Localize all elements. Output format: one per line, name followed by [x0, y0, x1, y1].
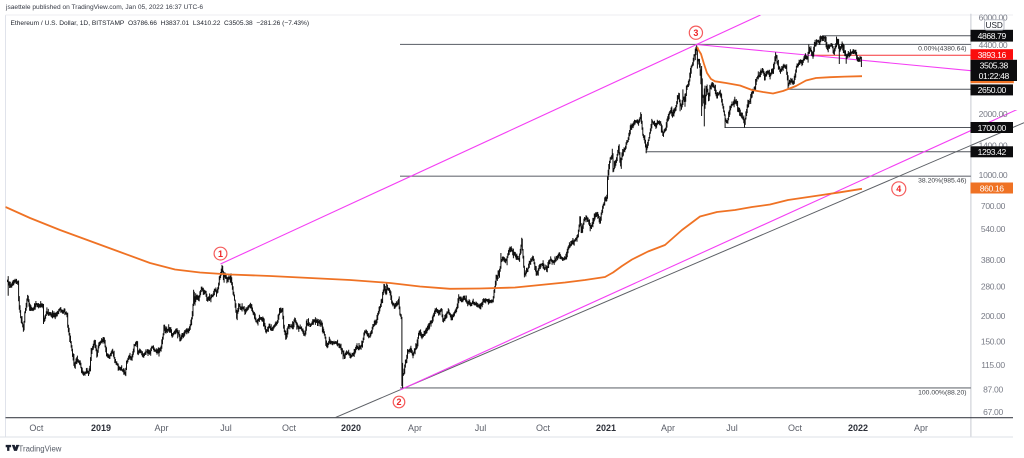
- svg-text:Oct: Oct: [282, 423, 297, 433]
- svg-text:2650.00: 2650.00: [978, 85, 1007, 95]
- svg-text:280.00: 280.00: [981, 282, 1006, 292]
- svg-text:4868.79: 4868.79: [978, 31, 1007, 41]
- svg-text:0.00%(4380.64): 0.00%(4380.64): [918, 46, 966, 53]
- svg-text:Oct: Oct: [29, 423, 44, 433]
- svg-text:Oct: Oct: [536, 423, 551, 433]
- svg-text:860.16: 860.16: [980, 183, 1005, 193]
- svg-text:USD: USD: [986, 21, 1003, 30]
- svg-text:1293.42: 1293.42: [978, 147, 1007, 157]
- svg-text:4400.00: 4400.00: [979, 40, 1008, 50]
- svg-text:Apr: Apr: [408, 423, 422, 433]
- svg-text:Jul: Jul: [475, 423, 487, 433]
- svg-text:2: 2: [396, 397, 401, 407]
- svg-text:100.00%(88.20): 100.00%(88.20): [918, 389, 966, 396]
- svg-text:6000.00: 6000.00: [979, 13, 1008, 23]
- svg-text:Apr: Apr: [914, 423, 928, 433]
- svg-text:67.00: 67.00: [983, 407, 1003, 417]
- svg-text:700.00: 700.00: [981, 201, 1006, 211]
- svg-text:1: 1: [218, 249, 223, 259]
- svg-text:380.00: 380.00: [981, 255, 1006, 265]
- svg-text:Jul: Jul: [726, 423, 738, 433]
- svg-text:Jul: Jul: [220, 423, 232, 433]
- svg-text:150.00: 150.00: [981, 337, 1006, 347]
- svg-text:1400.00: 1400.00: [979, 140, 1008, 150]
- svg-text:3: 3: [693, 28, 698, 38]
- svg-text:3893.16: 3893.16: [978, 50, 1007, 60]
- svg-text:38.20%(985.46): 38.20%(985.46): [918, 178, 966, 185]
- svg-text:200.00: 200.00: [981, 311, 1006, 321]
- svg-text:87.00: 87.00: [983, 384, 1003, 394]
- svg-text:Apr: Apr: [154, 423, 168, 433]
- svg-text:2020: 2020: [341, 423, 361, 433]
- svg-text:Apr: Apr: [661, 423, 675, 433]
- svg-text:115.00: 115.00: [981, 360, 1005, 370]
- svg-text:2000.00: 2000.00: [979, 109, 1008, 119]
- svg-text:540.00: 540.00: [981, 224, 1006, 234]
- svg-text:3505.38: 3505.38: [980, 60, 1009, 70]
- svg-text:TradingView: TradingView: [19, 444, 62, 453]
- svg-text:1700.00: 1700.00: [978, 123, 1007, 133]
- svg-text:1000.00: 1000.00: [979, 170, 1008, 180]
- svg-text:01:22:48: 01:22:48: [979, 71, 1010, 81]
- svg-text:Oct: Oct: [788, 423, 803, 433]
- svg-text:2019: 2019: [91, 423, 111, 433]
- svg-text:2022: 2022: [848, 423, 868, 433]
- svg-text:4: 4: [896, 184, 901, 194]
- svg-text:2021: 2021: [596, 423, 616, 433]
